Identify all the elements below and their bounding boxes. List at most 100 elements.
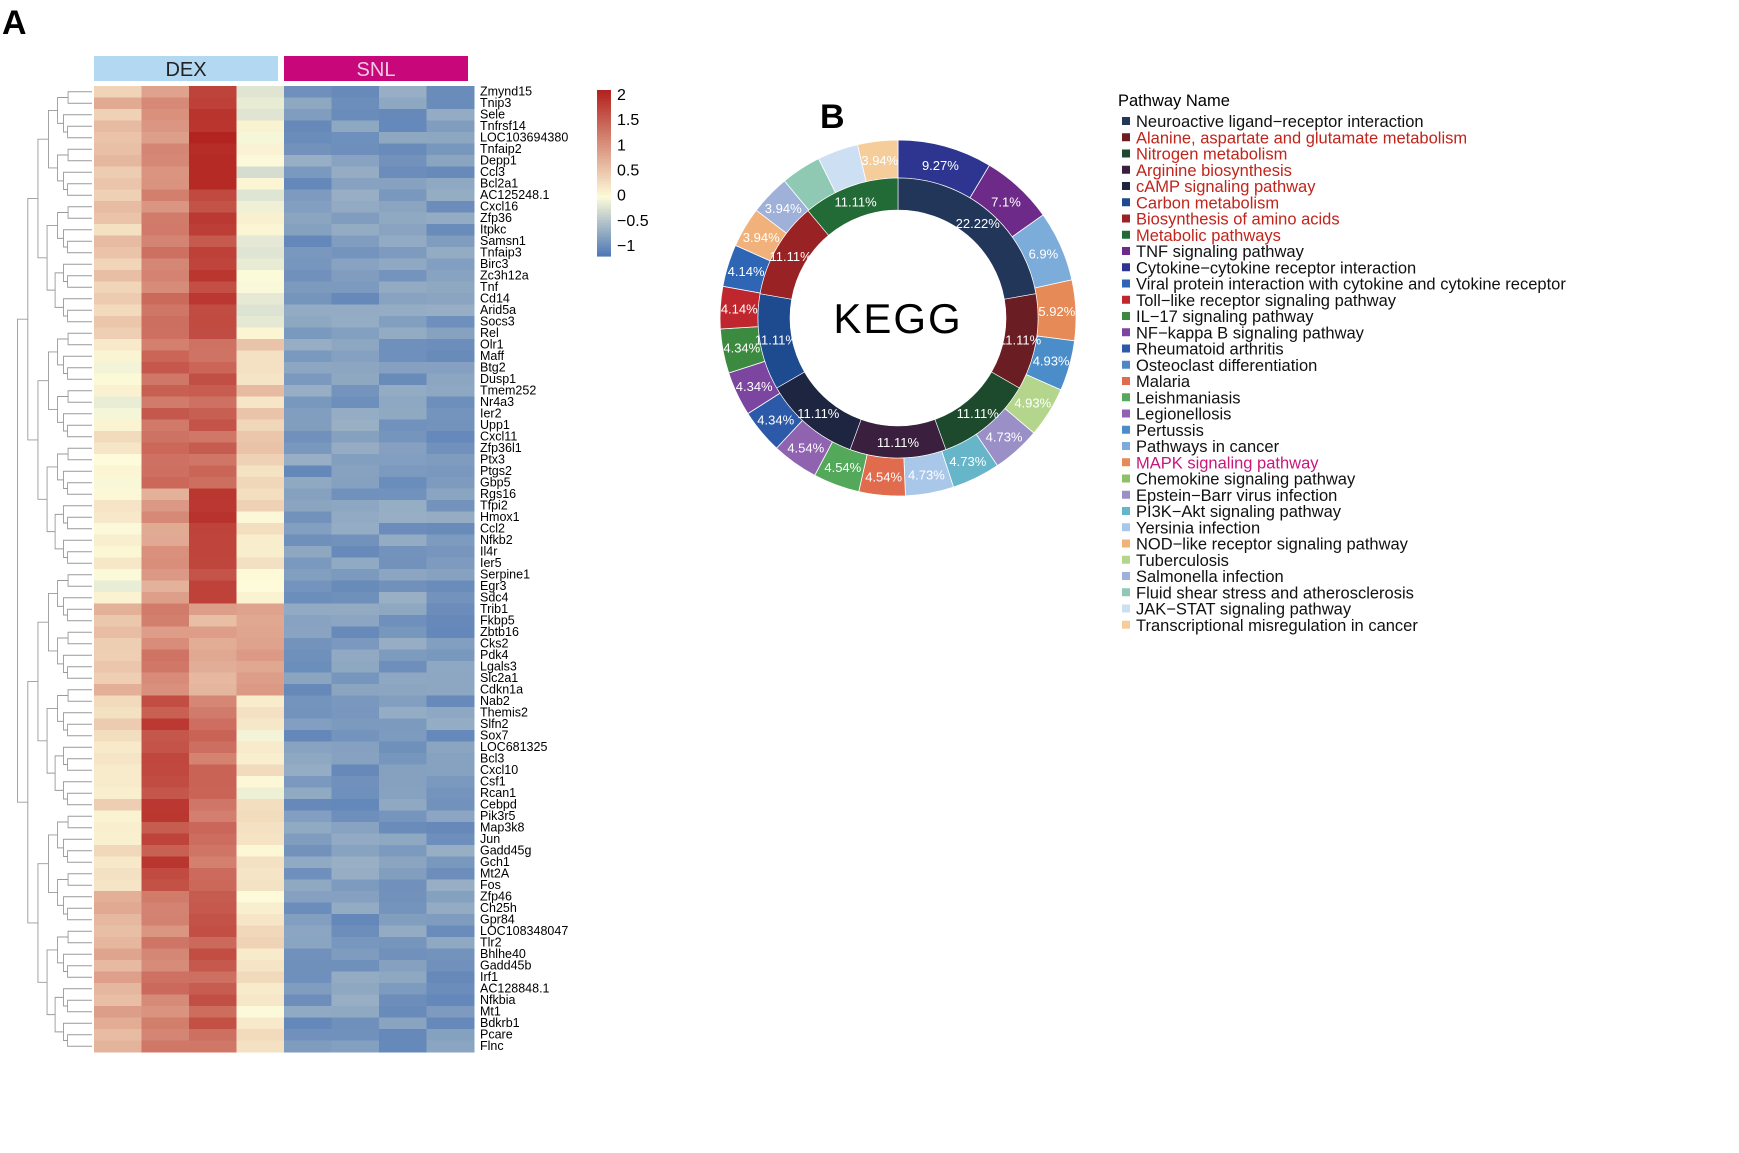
heatmap-cell [331,799,380,811]
heatmap-cell [189,178,237,190]
heatmap-cell [94,109,142,121]
colorbar-segment [597,208,611,213]
heatmap-cell [331,776,380,788]
heatmap-cell [426,695,475,708]
heatmap-cell [426,960,475,972]
heatmap-cell [236,97,285,110]
heatmap-cell [331,569,380,581]
legend-swatch [1122,425,1130,434]
heatmap-cell [426,155,475,167]
heatmap-cell [141,1040,190,1053]
heatmap-cell [426,189,475,202]
heatmap-cell [284,408,332,420]
heatmap-cell [189,833,237,846]
legend-swatch [1122,133,1130,142]
legend-swatch [1122,409,1130,418]
column-group-bars: DEX SNL [94,56,468,81]
heatmap-cell [189,442,237,455]
heatmap-cell [379,695,427,708]
heatmap-cell [94,454,142,466]
dendrogram-branch [37,621,49,742]
heatmap-cell [284,925,332,938]
heatmap-cell [331,109,380,121]
heatmap-cell [189,879,237,892]
heatmap-cell [94,638,142,650]
legend-entry: NF−kappa B signaling pathway [1136,324,1365,342]
heatmap-cell [426,396,475,409]
gene-label: Nab2 [480,694,510,708]
colorbar-tick-label: 2 [617,87,626,104]
gene-label: Pik3r5 [480,809,515,823]
heatmap-cell [141,902,190,915]
heatmap-cell [284,316,332,328]
heatmap-cell [189,201,237,213]
heatmap-cell [379,419,427,432]
heatmap-cell [94,132,142,144]
heatmap-cell [236,879,285,892]
colorbar-segment [597,92,611,97]
heatmap-cell [379,281,427,294]
inner-slice-label: 11.11% [755,333,798,348]
heatmap-cell [284,718,332,731]
gene-label: Cxcl10 [480,763,518,777]
legend-entry: TNF signaling pathway [1136,243,1305,261]
heatmap-cell [189,155,237,167]
heatmap-cell [236,178,285,190]
heatmap-cell [189,534,237,547]
heatmap-cell [426,1029,475,1041]
legend-swatch [1122,214,1130,223]
legend-entry: Arginine biosynthesis [1136,162,1292,180]
heatmap-cell [331,86,380,98]
heatmap-cell [284,914,332,926]
heatmap-cell [236,350,285,363]
heatmap-cell [236,615,285,627]
heatmap-cell [236,454,285,466]
heatmap-cell [379,304,427,317]
heatmap-cell [189,615,237,627]
colorbar-segment [597,106,611,110]
outer-slice-label: 4.54% [865,469,902,484]
gene-label: Bcl3 [480,752,504,766]
inner-slice-label: 11.11% [957,406,1000,421]
heatmap-cell [141,615,190,627]
heatmap-cell [236,120,285,133]
legend-swatch [1122,507,1130,515]
heatmap-cell [379,569,427,581]
outer-slice-label: 4.73% [949,454,986,469]
heatmap-cell [379,787,427,800]
heatmap-cell [94,143,142,156]
heatmap-cell [379,937,427,949]
heatmap-cell [189,373,237,386]
inner-slice-label: 22.22% [956,216,1001,231]
colorbar-segment [597,90,611,94]
legend-entry: Tuberculosis [1136,552,1229,570]
group-label-dex: DEX [165,59,206,81]
heatmap-cell [379,293,427,305]
heatmap-cell [141,822,190,834]
colorbar-segment [597,128,611,133]
heatmap-cell [331,638,380,650]
heatmap-cell [284,454,332,466]
heatmap-cell [94,960,142,972]
heatmap-cell [94,799,142,811]
heatmap-cell [236,339,285,351]
heatmap-cell [426,500,475,512]
heatmap-cell [94,753,142,765]
colorbar-segment [597,109,611,113]
heatmap-cell [379,615,427,627]
heatmap-cell [331,1006,380,1018]
colorbar-segment [597,203,611,207]
dendrogram-branch [37,863,49,983]
heatmap-cell [141,776,190,788]
heatmap-cell [284,247,332,259]
heatmap-cell [141,741,190,754]
heatmap-cell [94,258,142,271]
colorbar-segment [597,239,611,243]
heatmap-cell [141,212,190,225]
heatmap-cell [331,339,380,351]
heatmap-cell [236,132,285,144]
heatmap-cell [94,879,142,892]
colorbar-segment [597,181,611,185]
heatmap-cell [379,258,427,271]
heatmap-cell [284,442,332,455]
